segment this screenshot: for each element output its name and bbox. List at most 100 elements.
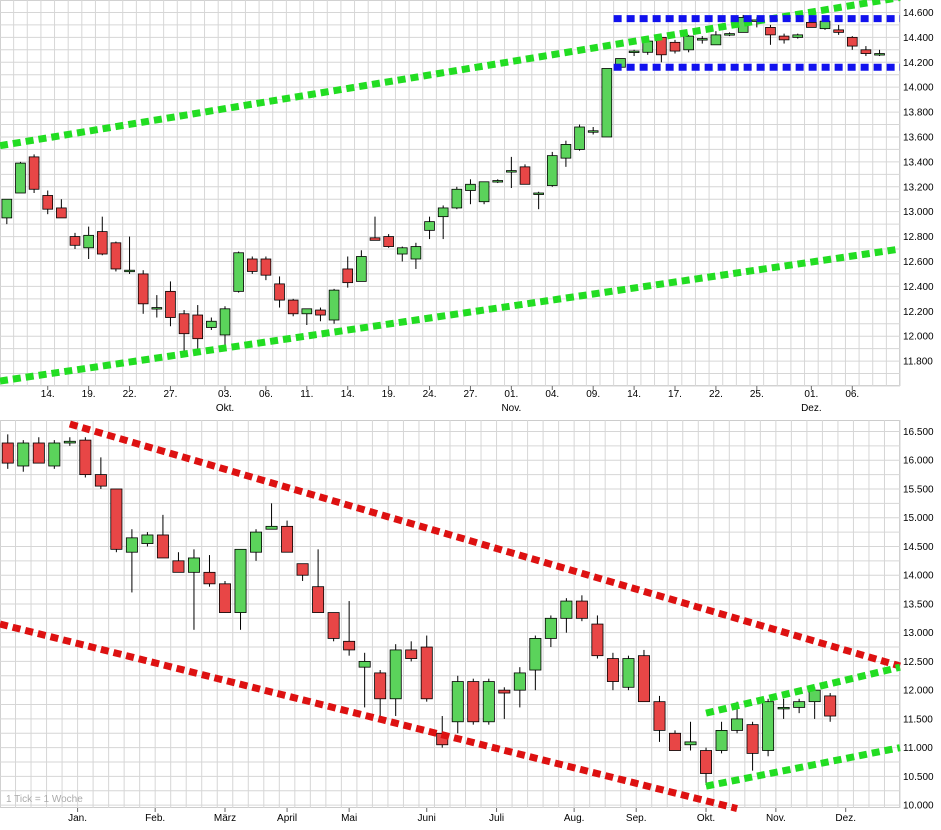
- candle: [274, 276, 285, 308]
- x-tick-label: 14.: [627, 389, 641, 400]
- candle-body: [203, 571, 216, 585]
- candle: [420, 635, 433, 702]
- candle-body: [622, 658, 635, 688]
- candle-body: [601, 68, 613, 138]
- y-tick-label: 11.500: [903, 714, 933, 725]
- candle-body: [819, 20, 831, 30]
- x-tick-label: 27.: [464, 389, 478, 400]
- candle-body: [32, 442, 45, 464]
- candle-body: [560, 144, 572, 159]
- candle: [358, 652, 371, 708]
- y-tick-label: 12.400: [903, 282, 934, 293]
- y-tick-label: 16.000: [903, 456, 934, 467]
- candle: [42, 190, 54, 215]
- x-tick-label: 09.: [586, 389, 600, 400]
- candle-body: [83, 234, 94, 249]
- y-tick-label: 13.800: [903, 108, 934, 119]
- candle: [56, 199, 67, 219]
- candle-body: [110, 488, 123, 550]
- candle-body: [79, 439, 92, 476]
- candle: [405, 641, 418, 662]
- candle-body: [28, 156, 40, 190]
- candle-body: [833, 29, 844, 33]
- candle-body: [234, 548, 247, 613]
- candle-body: [219, 308, 231, 336]
- candle-body: [451, 681, 464, 723]
- x-tick-label: 17.: [668, 389, 682, 400]
- candle: [467, 678, 480, 725]
- y-tick-label: 14.000: [903, 83, 934, 94]
- candle: [410, 242, 422, 269]
- candle-body: [48, 442, 61, 467]
- trendline-green: [0, 0, 901, 150]
- candle: [203, 555, 216, 587]
- y-tick-label: 14.000: [903, 571, 934, 582]
- candle: [746, 721, 759, 771]
- candle: [684, 721, 697, 751]
- candle-body: [156, 534, 169, 559]
- candle: [234, 548, 247, 630]
- candle-body: [684, 741, 697, 746]
- candle-body: [315, 309, 326, 316]
- candle: [591, 615, 604, 659]
- candle: [172, 552, 185, 573]
- candle: [696, 36, 708, 44]
- candle-body: [69, 236, 81, 246]
- candle: [17, 440, 30, 472]
- candle-body: [260, 258, 272, 276]
- candle: [653, 695, 666, 742]
- candle: [389, 644, 402, 717]
- y-tick-label: 13.000: [903, 207, 934, 218]
- x-tick-label: 19.: [82, 389, 96, 400]
- candle: [369, 216, 381, 241]
- candle: [519, 164, 531, 185]
- candle-body: [874, 53, 885, 56]
- trendline-red: [0, 620, 738, 812]
- candle: [206, 317, 217, 330]
- candle: [250, 529, 263, 561]
- candle-body: [410, 246, 422, 260]
- candle-body: [587, 130, 599, 133]
- candle: [396, 246, 408, 262]
- candle: [312, 549, 325, 613]
- candle-body: [482, 681, 495, 723]
- candle: [110, 241, 122, 272]
- trendline-red: [68, 420, 901, 670]
- candle: [793, 698, 806, 714]
- x-tick-label: Mai: [341, 813, 357, 824]
- candle-body: [178, 313, 190, 335]
- candle-body: [628, 50, 640, 53]
- candle: [48, 440, 61, 469]
- y-tick-label: 10.000: [903, 801, 934, 812]
- candle: [356, 250, 367, 282]
- x-month-label: Dez.: [801, 403, 822, 414]
- candle-body: [529, 638, 542, 671]
- candle-body: [343, 640, 356, 651]
- candle: [544, 615, 557, 648]
- candle-body: [846, 36, 858, 47]
- x-tick-label: 14.: [41, 389, 55, 400]
- candle-body: [700, 750, 713, 774]
- y-tick-label: 12.200: [903, 307, 934, 318]
- candle-body: [806, 22, 817, 28]
- chart-top: 11.800 12.000 12.200 12.400 12.600 12.800 13.0…: [0, 0, 934, 414]
- candle-body: [465, 183, 476, 191]
- candle-body: [546, 155, 558, 186]
- candle-body: [1, 198, 13, 219]
- x-tick-label: 06.: [259, 389, 273, 400]
- candle: [301, 308, 313, 325]
- candle: [637, 649, 650, 703]
- y-tick-label: 15.500: [903, 484, 934, 495]
- candle-body: [793, 701, 806, 708]
- candle-body: [683, 35, 694, 51]
- candle-body: [560, 600, 573, 619]
- candle: [700, 747, 713, 786]
- candle-body: [669, 732, 681, 751]
- candle: [383, 234, 394, 248]
- candle: [574, 124, 585, 151]
- candle-body: [420, 646, 433, 700]
- candle: [792, 33, 804, 39]
- candle: [560, 598, 573, 633]
- candle: [69, 232, 81, 250]
- candle-body: [574, 126, 585, 150]
